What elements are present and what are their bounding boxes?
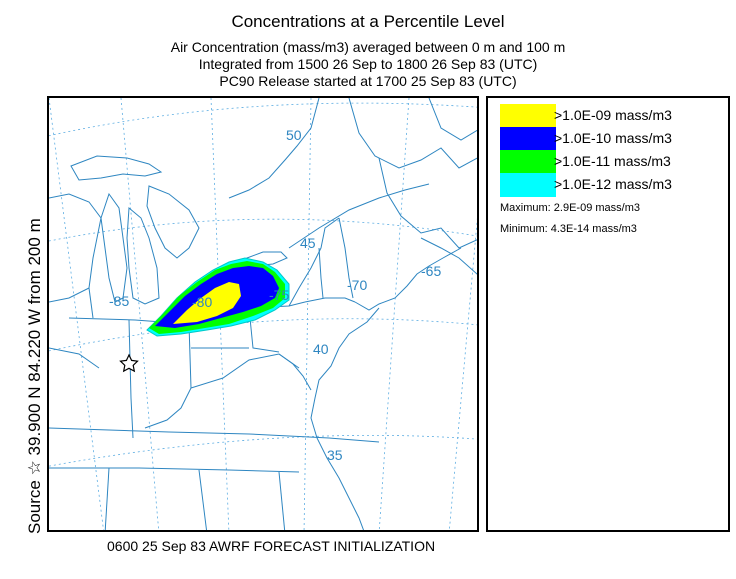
- grid-label-lat-45: 45: [300, 235, 316, 251]
- legend-label: >1.0E-11 mass/m3: [554, 153, 671, 169]
- legend-panel: >1.0E-09 mass/m3 >1.0E-10 mass/m3 >1.0E-…: [486, 96, 730, 532]
- forecast-footer: 0600 25 Sep 83 AWRF FORECAST INITIALIZAT…: [107, 538, 436, 554]
- grid-label-lat-50: 50: [286, 127, 302, 143]
- subtitle-release: PC90 Release started at 1700 25 Sep 83 (…: [219, 73, 517, 89]
- source-location-label: Source ☆ 39.900 N 84.220 W from 200 m: [25, 218, 44, 534]
- star-icon: [119, 353, 139, 373]
- subtitle-averaging: Air Concentration (mass/m3) averaged bet…: [170, 39, 566, 55]
- subtitle-integration: Integrated from 1500 26 Sep to 1800 26 S…: [198, 56, 538, 72]
- map-panel: 50 45 40 35 -85 -70 -65 -75 -80: [47, 96, 479, 532]
- legend-label: >1.0E-12 mass/m3: [554, 176, 672, 192]
- legend-label: >1.0E-10 mass/m3: [554, 130, 672, 146]
- grid-label-lat-40: 40: [313, 341, 329, 357]
- graticule: [49, 98, 477, 530]
- legend-swatch-blue: [500, 127, 556, 151]
- legend-swatch-cyan: [500, 173, 556, 197]
- boundaries: [49, 98, 477, 530]
- chart-title: Concentrations at a Percentile Level: [231, 12, 505, 31]
- grid-label-lat-35: 35: [327, 447, 343, 463]
- legend-swatch-green: [500, 150, 556, 174]
- grid-label-lon-80: -80: [192, 294, 212, 310]
- grid-label-lon-75: -75: [269, 287, 289, 303]
- grid-label-lon-85: -85: [109, 293, 129, 309]
- legend-entry: >1.0E-11 mass/m3: [500, 150, 725, 174]
- plume-contour-1e-09: [173, 282, 241, 324]
- legend-entry: >1.0E-12 mass/m3: [500, 173, 725, 197]
- grid-label-lon-70: -70: [347, 277, 367, 293]
- legend-label: >1.0E-09 mass/m3: [554, 107, 672, 123]
- map-svg: 50 45 40 35 -85 -70 -65 -75 -80: [49, 98, 477, 530]
- legend-entry: >1.0E-10 mass/m3: [500, 127, 725, 151]
- legend-swatch-yellow: [500, 104, 556, 128]
- maximum-value: Maximum: 2.9E-09 mass/m3: [500, 202, 640, 214]
- grid-label-lon-65: -65: [421, 263, 441, 279]
- concentration-plume: [146, 257, 290, 337]
- legend-entry: >1.0E-09 mass/m3: [500, 104, 725, 128]
- minimum-value: Minimum: 4.3E-14 mass/m3: [500, 223, 637, 235]
